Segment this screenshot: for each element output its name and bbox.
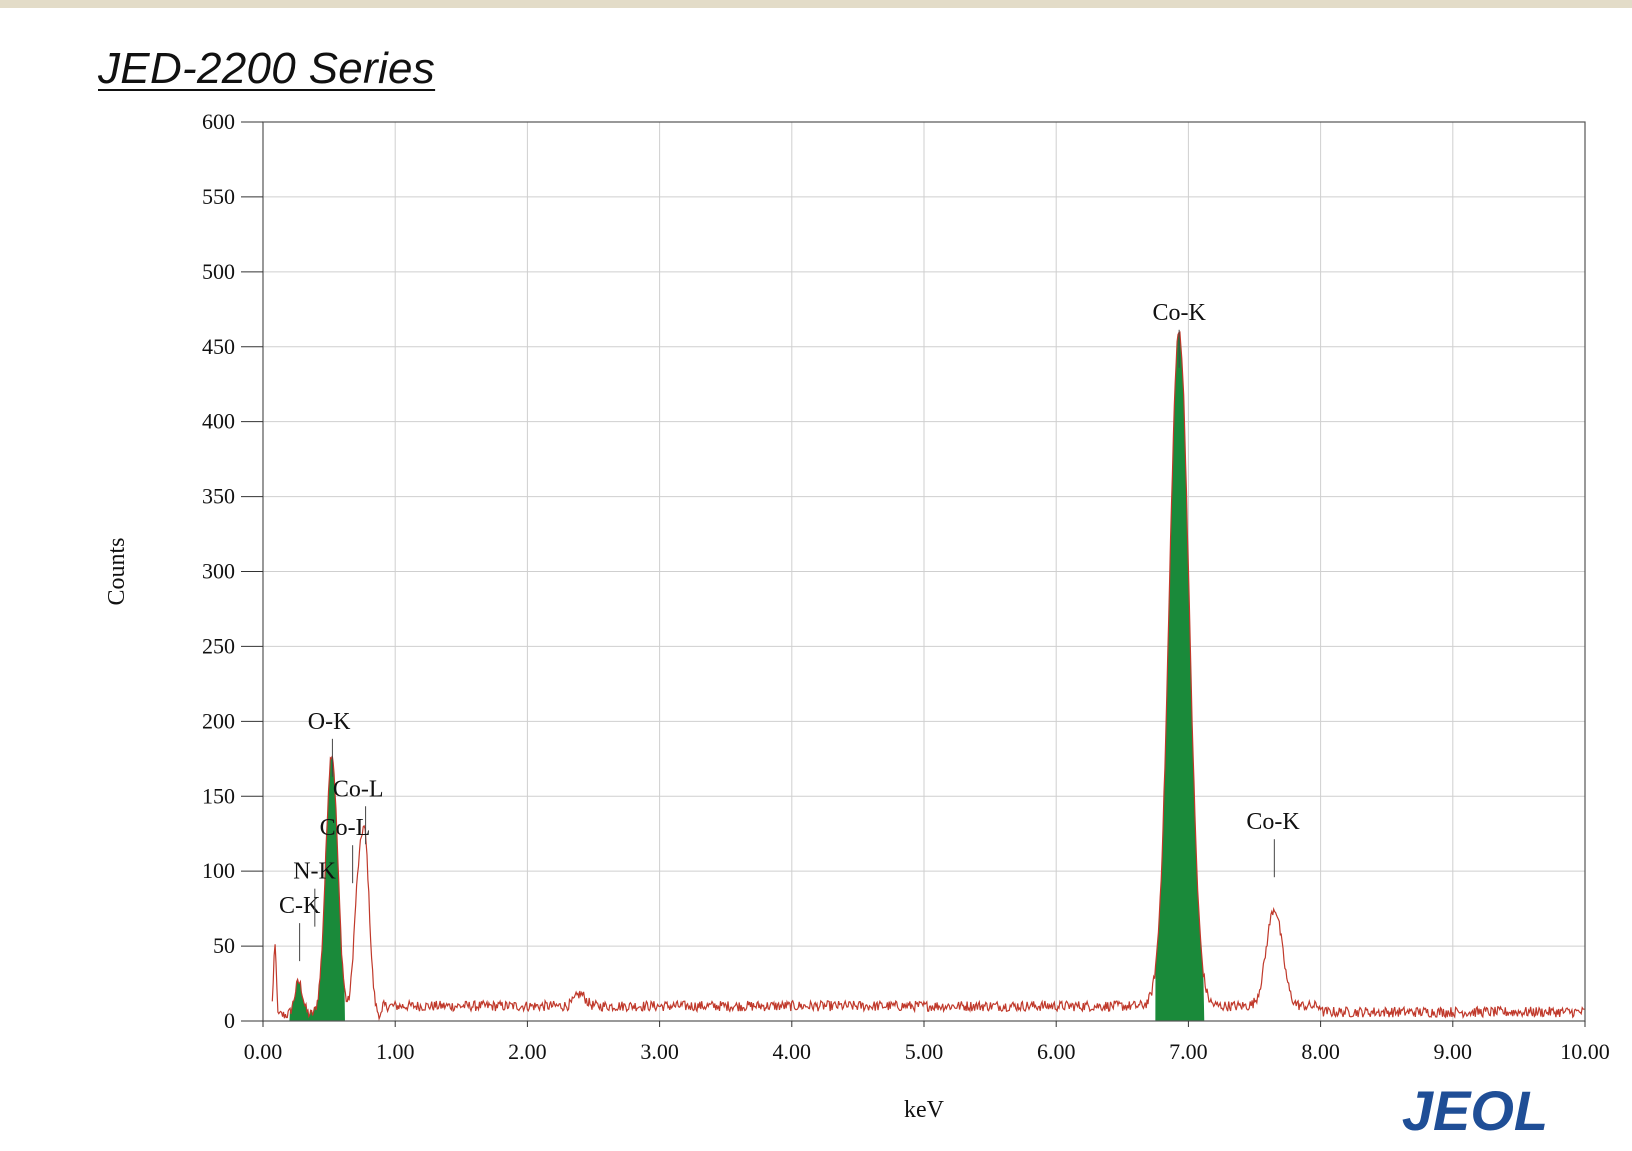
- peak-fill-layer: [289, 332, 1205, 1022]
- x-tick-label: 9.00: [1434, 1039, 1473, 1064]
- x-tick-label: 6.00: [1037, 1039, 1076, 1064]
- grid-layer: [262, 121, 1586, 1022]
- peak-fill-area: [1155, 332, 1205, 1022]
- x-tick-label: 2.00: [508, 1039, 547, 1064]
- x-tick-label: 8.00: [1301, 1039, 1340, 1064]
- peak-fill-area: [289, 756, 345, 1021]
- x-tick-label: 5.00: [905, 1039, 944, 1064]
- jeol-logo: JEOL: [1402, 1079, 1548, 1140]
- x-tick-label: 1.00: [376, 1039, 415, 1064]
- peak-label: O-K: [308, 709, 351, 735]
- y-tick-label: 0: [224, 1008, 235, 1033]
- y-tick-label: 300: [202, 559, 235, 584]
- x-axis-title: keV: [904, 1097, 945, 1123]
- peak-label: C-K: [279, 893, 321, 919]
- y-tick-label: 100: [202, 858, 235, 883]
- spectrum-line-layer: [271, 331, 1586, 1022]
- y-tick-label: 200: [202, 708, 235, 733]
- top-rule: [0, 0, 1632, 8]
- y-tick-label: 50: [213, 933, 235, 958]
- x-tick-label: 3.00: [640, 1039, 679, 1064]
- y-tick-label: 500: [202, 259, 235, 284]
- x-tick-label: 10.00: [1560, 1039, 1610, 1064]
- y-tick-label: 400: [202, 409, 235, 434]
- peak-label: Co-L: [333, 776, 384, 802]
- y-tick-label: 600: [202, 109, 235, 134]
- jeol-logo-text: JEOL: [1402, 1079, 1548, 1140]
- peak-label: Co-K: [1246, 809, 1300, 835]
- y-tick-label: 450: [202, 334, 235, 359]
- peak-labels: C-K N-K O-K Co-L Co-L Co-K Co-K: [279, 300, 1300, 962]
- y-tick-label: 150: [202, 783, 235, 808]
- y-tick-label: 550: [202, 184, 235, 209]
- x-tick-label: 0.00: [244, 1039, 283, 1064]
- peak-label: Co-L: [320, 815, 371, 841]
- y-axis-title: Counts: [104, 537, 130, 605]
- axis-ticks: 0 50 100 150 200 250 300 350 400 450 500 550 600 0.00…: [202, 109, 1610, 1064]
- peak-label: Co-K: [1152, 300, 1206, 326]
- y-tick-label: 350: [202, 484, 235, 509]
- x-tick-label: 4.00: [773, 1039, 812, 1064]
- peak-label: N-K: [293, 859, 336, 885]
- page-title: JED-2200 Series: [98, 44, 436, 93]
- x-tick-label: 7.00: [1169, 1039, 1208, 1064]
- spectrum-line: [271, 331, 1586, 1022]
- y-tick-label: 250: [202, 633, 235, 658]
